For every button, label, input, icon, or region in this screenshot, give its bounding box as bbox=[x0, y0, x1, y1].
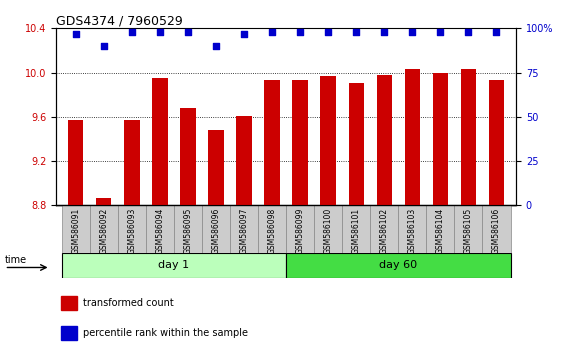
Text: GSM586095: GSM586095 bbox=[183, 208, 192, 254]
Text: percentile rank within the sample: percentile rank within the sample bbox=[83, 328, 248, 338]
FancyBboxPatch shape bbox=[398, 205, 426, 253]
Bar bbox=[264, 80, 280, 205]
Bar bbox=[152, 78, 168, 205]
FancyBboxPatch shape bbox=[370, 205, 398, 253]
FancyBboxPatch shape bbox=[258, 205, 286, 253]
FancyBboxPatch shape bbox=[482, 205, 511, 253]
FancyBboxPatch shape bbox=[62, 253, 286, 278]
Bar bbox=[320, 76, 336, 205]
Text: GSM586106: GSM586106 bbox=[492, 208, 501, 254]
Text: GSM586094: GSM586094 bbox=[155, 208, 164, 254]
FancyBboxPatch shape bbox=[61, 296, 77, 310]
Point bbox=[436, 29, 445, 35]
Point bbox=[99, 43, 108, 49]
Text: GSM586105: GSM586105 bbox=[464, 208, 473, 254]
Point bbox=[211, 43, 220, 49]
FancyBboxPatch shape bbox=[202, 205, 230, 253]
Bar bbox=[180, 108, 196, 205]
Point bbox=[380, 29, 389, 35]
Text: GSM586100: GSM586100 bbox=[324, 208, 333, 254]
Bar bbox=[292, 80, 308, 205]
FancyBboxPatch shape bbox=[62, 205, 90, 253]
FancyBboxPatch shape bbox=[174, 205, 202, 253]
Text: time: time bbox=[4, 255, 26, 265]
Text: day 60: day 60 bbox=[379, 261, 417, 270]
Bar bbox=[348, 82, 364, 205]
Text: day 1: day 1 bbox=[158, 261, 190, 270]
Point bbox=[296, 29, 305, 35]
Bar bbox=[433, 73, 448, 205]
Text: GSM586096: GSM586096 bbox=[211, 208, 220, 254]
Bar bbox=[236, 116, 252, 205]
Text: GSM586101: GSM586101 bbox=[352, 208, 361, 254]
Bar bbox=[376, 75, 392, 205]
Point bbox=[408, 29, 417, 35]
FancyBboxPatch shape bbox=[118, 205, 146, 253]
Point bbox=[71, 31, 80, 36]
Text: GSM586098: GSM586098 bbox=[268, 208, 277, 254]
Text: transformed count: transformed count bbox=[83, 298, 173, 308]
Text: GSM586102: GSM586102 bbox=[380, 208, 389, 254]
Point bbox=[155, 29, 164, 35]
Point bbox=[352, 29, 361, 35]
Bar bbox=[489, 80, 504, 205]
FancyBboxPatch shape bbox=[342, 205, 370, 253]
Bar bbox=[68, 120, 84, 205]
FancyBboxPatch shape bbox=[61, 326, 77, 340]
FancyBboxPatch shape bbox=[90, 205, 118, 253]
Point bbox=[240, 31, 249, 36]
Point bbox=[183, 29, 192, 35]
FancyBboxPatch shape bbox=[454, 205, 482, 253]
Point bbox=[127, 29, 136, 35]
Text: GDS4374 / 7960529: GDS4374 / 7960529 bbox=[56, 14, 183, 27]
FancyBboxPatch shape bbox=[286, 253, 511, 278]
Text: GSM586099: GSM586099 bbox=[296, 208, 305, 254]
Bar bbox=[404, 69, 420, 205]
Text: GSM586092: GSM586092 bbox=[99, 208, 108, 254]
Text: GSM586091: GSM586091 bbox=[71, 208, 80, 254]
Point bbox=[464, 29, 473, 35]
Text: GSM586097: GSM586097 bbox=[240, 208, 249, 254]
FancyBboxPatch shape bbox=[230, 205, 258, 253]
Text: GSM586104: GSM586104 bbox=[436, 208, 445, 254]
FancyBboxPatch shape bbox=[426, 205, 454, 253]
Text: GSM586093: GSM586093 bbox=[127, 208, 136, 254]
FancyBboxPatch shape bbox=[314, 205, 342, 253]
Bar bbox=[124, 120, 140, 205]
Point bbox=[268, 29, 277, 35]
Point bbox=[324, 29, 333, 35]
FancyBboxPatch shape bbox=[286, 205, 314, 253]
Bar bbox=[96, 198, 112, 205]
Bar bbox=[208, 130, 224, 205]
FancyBboxPatch shape bbox=[146, 205, 174, 253]
Point bbox=[492, 29, 501, 35]
Text: GSM586103: GSM586103 bbox=[408, 208, 417, 254]
Bar bbox=[461, 69, 476, 205]
